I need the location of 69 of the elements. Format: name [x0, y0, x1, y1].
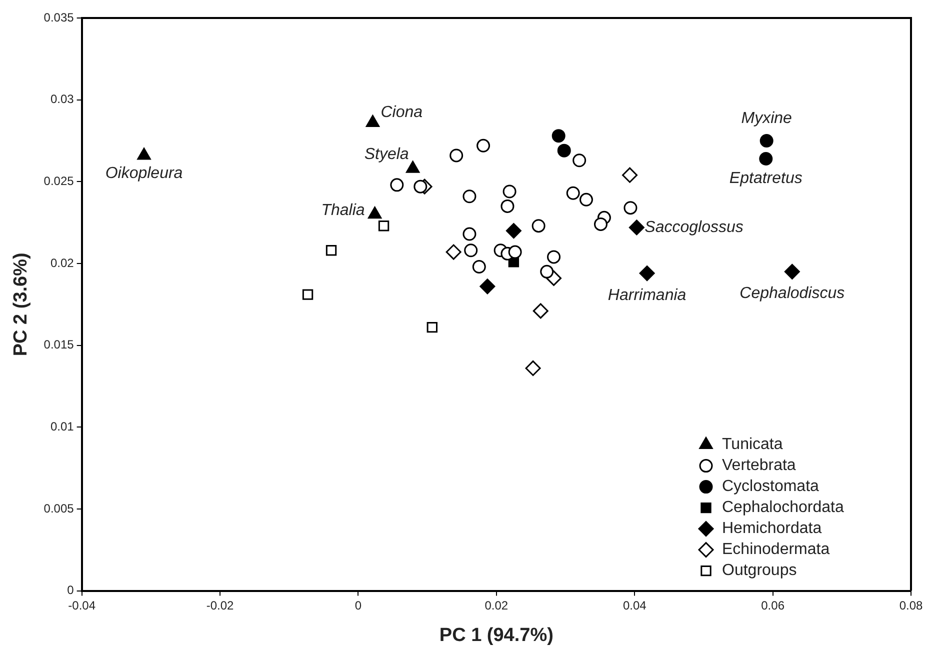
point [624, 201, 638, 215]
point [446, 244, 462, 260]
point [639, 266, 655, 282]
legend-label: Outgroups [722, 562, 797, 580]
point [462, 227, 476, 241]
point [540, 264, 554, 278]
annotation: Cephalodiscus [740, 285, 845, 302]
point [378, 220, 390, 232]
point [508, 245, 522, 259]
point [579, 192, 593, 206]
point [464, 244, 478, 258]
point [759, 152, 773, 166]
point [572, 154, 586, 168]
x-tick-label: 0.06 [761, 598, 785, 612]
y-tick-label: 0.015 [44, 338, 74, 352]
point [426, 322, 438, 333]
legend-label: Cephalochordata [722, 499, 844, 516]
x-tick-label: 0.02 [484, 598, 508, 612]
y-tick-label: 0.035 [44, 10, 74, 24]
annotation: Saccoglossus [644, 218, 744, 236]
point [414, 180, 428, 194]
point [760, 134, 774, 148]
point [480, 278, 496, 294]
annotation: Ciona [380, 104, 423, 122]
x-tick-label: 0.04 [622, 598, 647, 612]
point [566, 186, 580, 200]
point [547, 250, 561, 264]
point [472, 260, 486, 274]
point [502, 184, 516, 198]
y-tick-label: 0.025 [44, 174, 74, 188]
point [450, 148, 464, 162]
annotation: Oikopleura [105, 164, 183, 182]
point [462, 190, 476, 204]
annotation: Harrimania [608, 286, 686, 304]
point [390, 178, 404, 192]
x-axis-title: PC 1 (94.7%) [439, 624, 554, 646]
point [594, 217, 608, 231]
legend-label: Echinodermata [722, 541, 830, 558]
y-axis-title: PC 2 (3.6%) [10, 252, 32, 356]
point [532, 303, 548, 319]
point [557, 144, 571, 158]
point [326, 245, 337, 256]
point [552, 129, 566, 143]
y-tick-label: 0.03 [50, 92, 74, 106]
point [784, 264, 800, 280]
annotation: Eptatretus [729, 170, 802, 188]
x-tick-label: -0.02 [206, 598, 234, 612]
point [532, 219, 546, 233]
point [476, 138, 490, 152]
point [302, 289, 314, 300]
x-tick-label: -0.04 [68, 598, 96, 612]
point [628, 220, 644, 236]
annotation: Myxine [741, 110, 792, 128]
annotation: Styela [364, 146, 409, 164]
legend-label: Tunicata [722, 436, 783, 454]
y-tick-label: 0.005 [44, 501, 74, 516]
point [500, 199, 514, 213]
y-tick-label: 0.01 [50, 419, 74, 434]
x-tick-label: 0.08 [899, 598, 923, 612]
point [525, 360, 541, 376]
legend-label: Hemichordata [722, 520, 822, 538]
y-tick-label: 0.02 [50, 256, 74, 270]
point [506, 223, 522, 239]
legend-label: Vertebrata [722, 457, 796, 474]
y-tick-label: 0 [67, 583, 74, 598]
legend-label: Cyclostomata [722, 478, 820, 496]
x-tick-label: 0 [354, 598, 362, 612]
annotation: Thalia [321, 202, 365, 219]
point [622, 167, 638, 183]
